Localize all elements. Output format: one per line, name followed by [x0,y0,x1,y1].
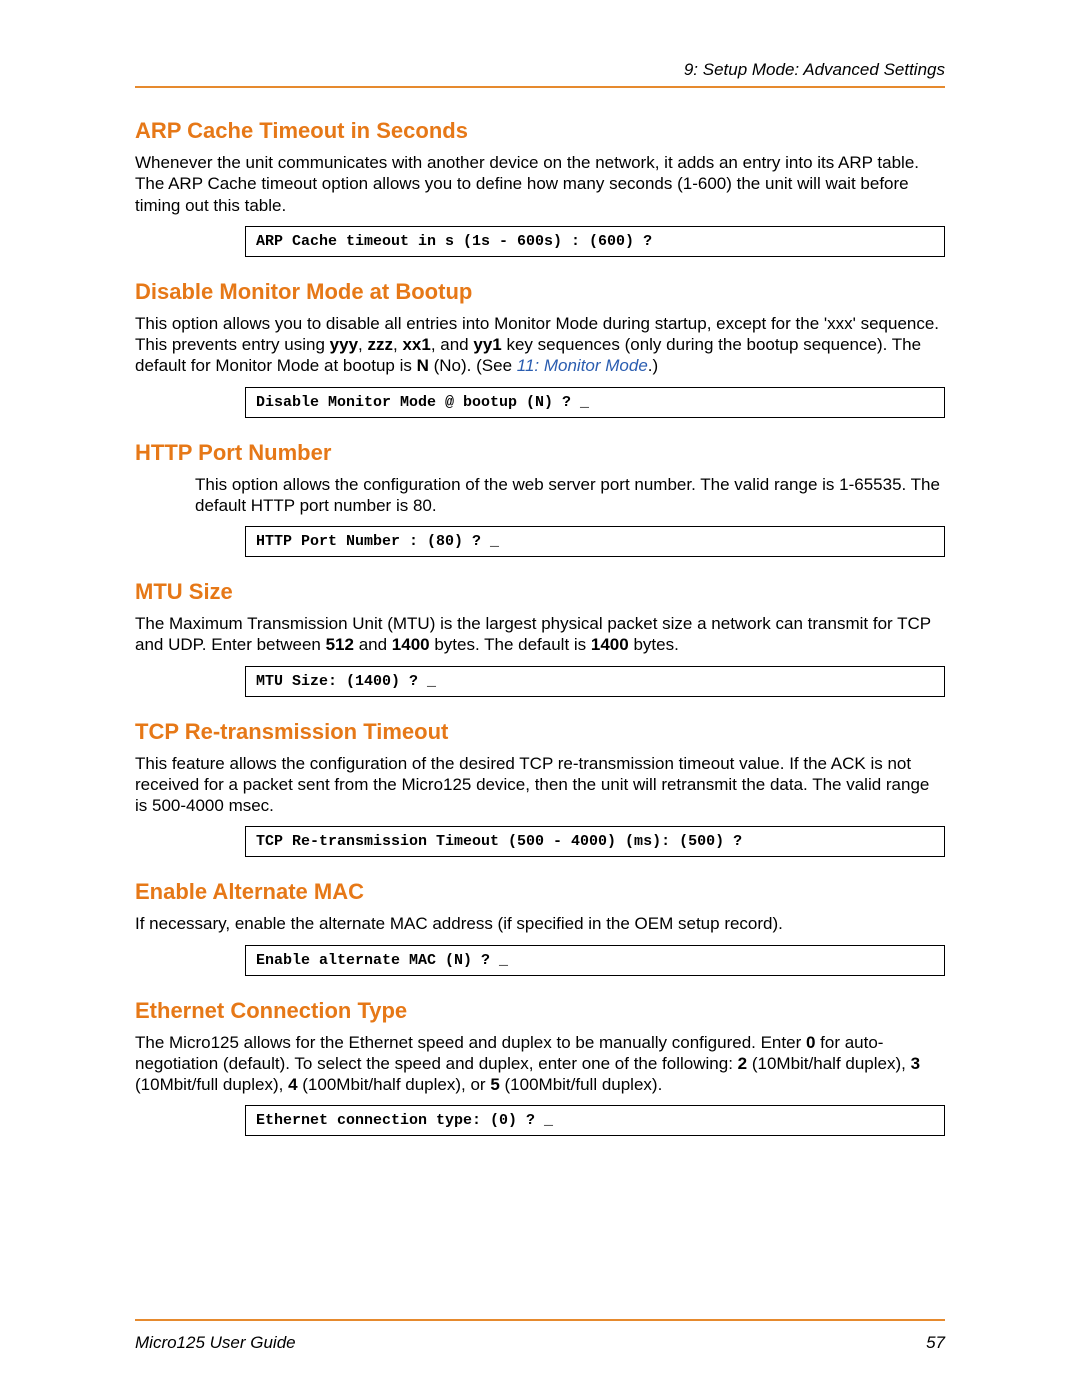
value-max: 1400 [392,635,430,654]
page-footer: Micro125 User Guide 57 [135,1333,945,1353]
section-body-arp: Whenever the unit communicates with anot… [135,152,945,216]
key-seq: yyy [330,335,358,354]
page-header: 9: Setup Mode: Advanced Settings [135,60,945,80]
cross-ref-link[interactable]: 11: Monitor Mode [517,356,648,375]
footer-page-number: 57 [926,1333,945,1353]
code-mac: Enable alternate MAC (N) ? _ [245,945,945,976]
section-body-mtu: The Maximum Transmission Unit (MTU) is t… [135,613,945,656]
text: The Micro125 allows for the Ethernet spe… [135,1033,806,1052]
section-body-eth: The Micro125 allows for the Ethernet spe… [135,1032,945,1096]
section-title-tcp: TCP Re-transmission Timeout [135,719,945,745]
code-monitor: Disable Monitor Mode @ bootup (N) ? _ [245,387,945,418]
document-page: 9: Setup Mode: Advanced Settings ARP Cac… [0,0,1080,1397]
text: and [354,635,392,654]
section-title-mac: Enable Alternate MAC [135,879,945,905]
text: bytes. The default is [430,635,591,654]
code-arp: ARP Cache timeout in s (1s - 600s) : (60… [245,226,945,257]
section-body-monitor: This option allows you to disable all en… [135,313,945,377]
section-body-mac: If necessary, enable the alternate MAC a… [135,913,945,934]
value-option: 4 [288,1075,297,1094]
code-http: HTTP Port Number : (80) ? _ [245,526,945,557]
footer-guide-title: Micro125 User Guide [135,1333,296,1353]
text: (10Mbit/full duplex), [135,1075,288,1094]
key-seq: zzz [367,335,393,354]
code-tcp: TCP Re-transmission Timeout (500 - 4000)… [245,826,945,857]
value-option: 2 [738,1054,747,1073]
section-body-tcp: This feature allows the configuration of… [135,753,945,817]
header-rule [135,86,945,88]
code-eth: Ethernet connection type: (0) ? _ [245,1105,945,1136]
section-title-http: HTTP Port Number [135,440,945,466]
section-title-mtu: MTU Size [135,579,945,605]
key-seq: yy1 [473,335,501,354]
default-value: N [417,356,429,375]
section-title-monitor: Disable Monitor Mode at Bootup [135,279,945,305]
text: (10Mbit/half duplex), [747,1054,910,1073]
value-option: 3 [911,1054,920,1073]
value-default: 1400 [591,635,629,654]
text: (100Mbit/half duplex), or [298,1075,491,1094]
text: bytes. [629,635,679,654]
text: (100Mbit/full duplex). [500,1075,663,1094]
text: .) [648,356,658,375]
value-option: 0 [806,1033,815,1052]
footer-rule [135,1319,945,1321]
section-title-arp: ARP Cache Timeout in Seconds [135,118,945,144]
section-body-http: This option allows the configuration of … [195,474,945,517]
key-seq: xx1 [402,335,430,354]
value-option: 5 [490,1075,499,1094]
code-mtu: MTU Size: (1400) ? _ [245,666,945,697]
text: (No). (See [429,356,517,375]
section-title-eth: Ethernet Connection Type [135,998,945,1024]
value-min: 512 [326,635,354,654]
